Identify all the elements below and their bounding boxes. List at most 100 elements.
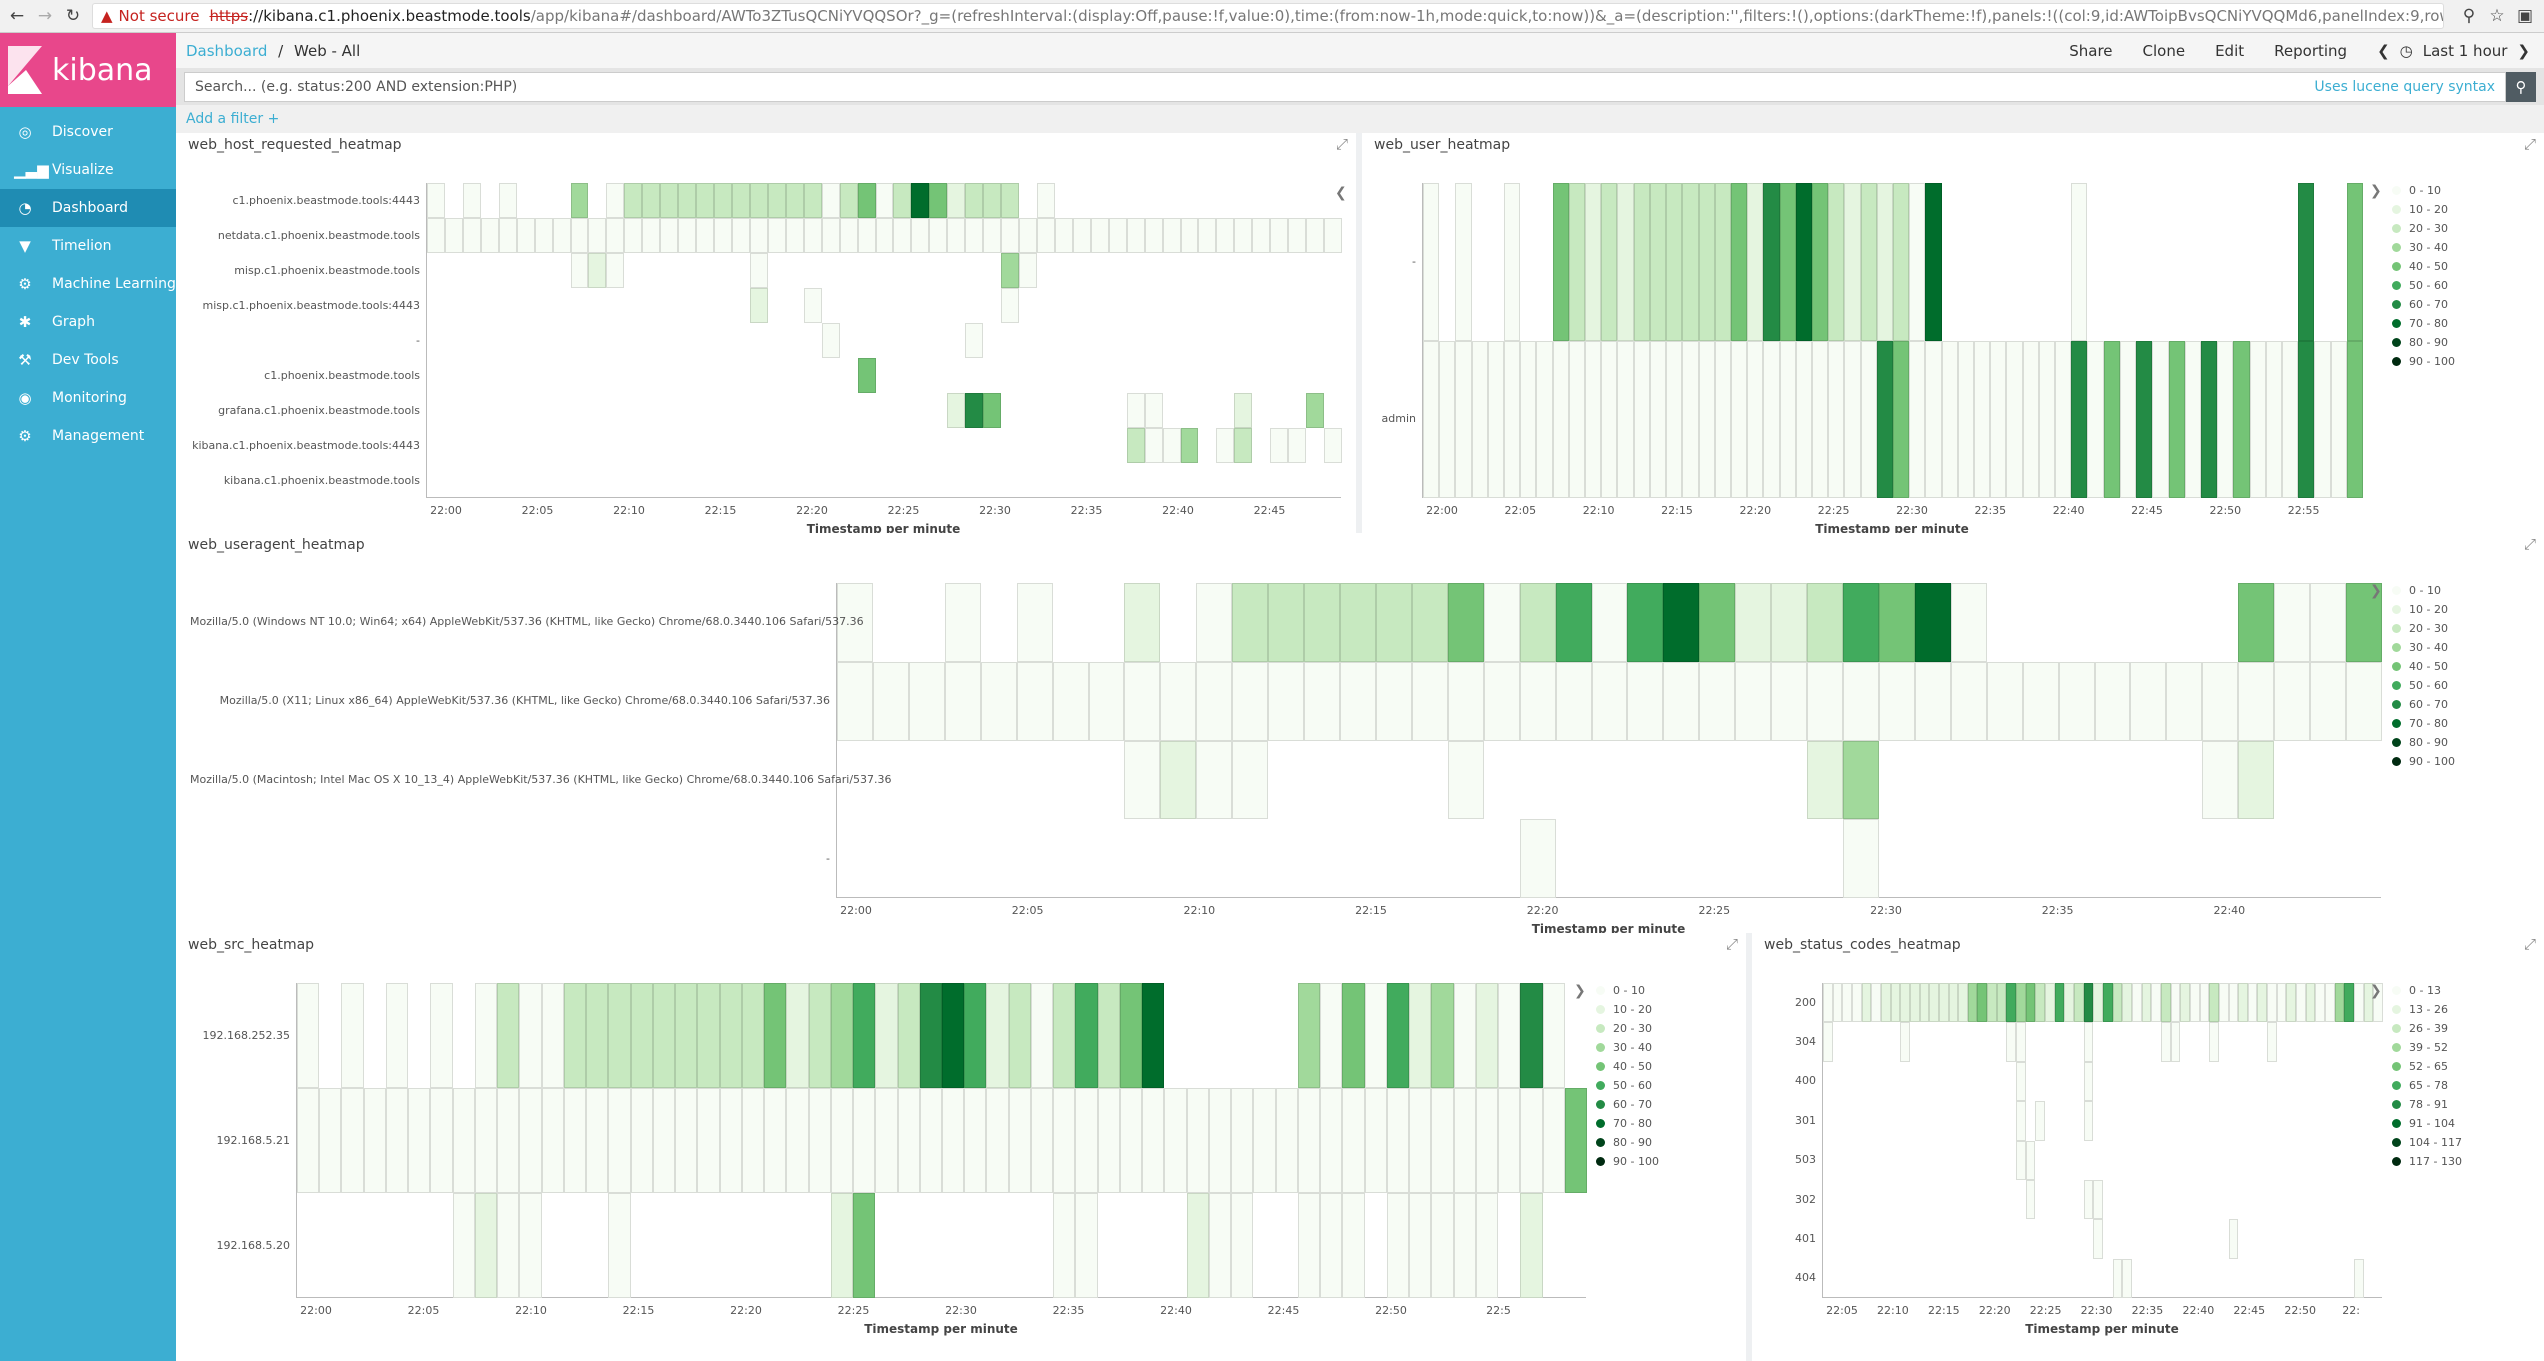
heatmap-cell[interactable] xyxy=(606,183,625,218)
heatmap-cell[interactable] xyxy=(2310,661,2347,741)
sidebar-item-visualize[interactable]: ▁▃▆ Visualize xyxy=(0,151,176,189)
heatmap-cell[interactable] xyxy=(1666,183,1683,341)
heatmap-cell[interactable] xyxy=(2228,1219,2239,1259)
heatmap-cell[interactable] xyxy=(1409,983,1432,1088)
heatmap-cell[interactable] xyxy=(1504,340,1521,498)
legend-item[interactable]: 91 - 104 xyxy=(2392,1114,2462,1133)
heatmap-cell[interactable] xyxy=(1483,661,1520,741)
heatmap-cell[interactable] xyxy=(830,1193,854,1298)
time-range-picker[interactable]: Last 1 hour xyxy=(2422,41,2508,60)
heatmap-cell[interactable] xyxy=(1288,428,1307,463)
heatmap-cell[interactable] xyxy=(1001,253,1020,288)
heatmap-cell[interactable] xyxy=(1320,1193,1343,1298)
heatmap-cell[interactable] xyxy=(408,1088,431,1193)
heatmap-cell[interactable] xyxy=(837,583,873,662)
clone-button[interactable]: Clone xyxy=(2142,41,2186,60)
heatmap-cell[interactable] xyxy=(2238,583,2275,662)
heatmap-cell[interactable] xyxy=(1941,340,1958,498)
heatmap-cell[interactable] xyxy=(1730,340,1748,498)
heatmap-cell[interactable] xyxy=(2083,1179,2094,1220)
legend-item[interactable]: 0 - 13 xyxy=(2392,981,2462,1000)
heatmap-cell[interactable] xyxy=(1126,218,1145,253)
heatmap-cell[interactable] xyxy=(944,661,981,741)
heatmap-cell[interactable] xyxy=(678,183,697,218)
heatmap-cell[interactable] xyxy=(1053,1088,1076,1193)
heatmap-cell[interactable] xyxy=(541,983,564,1088)
heatmap-cell[interactable] xyxy=(652,1088,676,1193)
heatmap-cell[interactable] xyxy=(986,983,1009,1088)
heatmap-cell[interactable] xyxy=(1364,1088,1387,1193)
heatmap-cell[interactable] xyxy=(2257,983,2268,1023)
heatmap-cell[interactable] xyxy=(1144,428,1163,463)
heatmap-cell[interactable] xyxy=(630,983,653,1088)
heatmap-cell[interactable] xyxy=(1900,983,1910,1023)
heatmap-cell[interactable] xyxy=(2276,983,2287,1023)
heatmap-cell[interactable] xyxy=(519,1088,542,1193)
heatmap-cell[interactable] xyxy=(1320,1088,1343,1193)
heatmap-cell[interactable] xyxy=(986,1088,1009,1193)
heatmap-cell[interactable] xyxy=(1698,340,1715,498)
heatmap-cell[interactable] xyxy=(1682,340,1699,498)
heatmap-cell[interactable] xyxy=(1471,340,1488,498)
heatmap-cell[interactable] xyxy=(2344,983,2355,1023)
heatmap-cell[interactable] xyxy=(1124,583,1161,662)
legend-item[interactable]: 60 - 70 xyxy=(2392,295,2455,314)
legend-item[interactable]: 26 - 39 xyxy=(2392,1019,2462,1038)
expand-icon[interactable]: ⤢ xyxy=(2523,535,2536,553)
heatmap-cell[interactable] xyxy=(430,1088,453,1193)
heatmap-cell[interactable] xyxy=(714,218,732,253)
heatmap-cell[interactable] xyxy=(767,183,786,218)
sidebar-item-dev-tools[interactable]: ⚒ Dev Tools xyxy=(0,341,176,379)
heatmap-cell[interactable] xyxy=(652,983,676,1088)
heatmap-cell[interactable] xyxy=(1929,983,1939,1023)
heatmap-cell[interactable] xyxy=(1958,983,1968,1023)
heatmap-cell[interactable] xyxy=(1052,661,1089,741)
heatmap-cell[interactable] xyxy=(1878,583,1915,662)
legend-toggle-icon[interactable]: ❯ xyxy=(2370,983,2382,999)
heatmap-cell[interactable] xyxy=(741,1088,765,1193)
heatmap-cell[interactable] xyxy=(1699,583,1736,662)
heatmap-cell[interactable] xyxy=(808,1088,831,1193)
heatmap-cell[interactable] xyxy=(1893,183,1910,341)
heatmap-cell[interactable] xyxy=(1268,583,1305,662)
heatmap-cell[interactable] xyxy=(1568,340,1586,498)
heatmap-cell[interactable] xyxy=(965,218,984,253)
heatmap-cell[interactable] xyxy=(608,983,631,1088)
heatmap-cell[interactable] xyxy=(2083,1101,2094,1141)
legend-item[interactable]: 65 - 78 xyxy=(2392,1076,2462,1095)
heatmap-cell[interactable] xyxy=(1270,428,1289,463)
legend-item[interactable]: 30 - 40 xyxy=(2392,238,2455,257)
heatmap-cell[interactable] xyxy=(2166,661,2203,741)
heatmap-cell[interactable] xyxy=(749,183,768,218)
heatmap-cell[interactable] xyxy=(1297,983,1321,1088)
heatmap-cell[interactable] xyxy=(1714,183,1731,341)
heatmap-cell[interactable] xyxy=(1447,740,1484,820)
heatmap-cell[interactable] xyxy=(1342,1193,1365,1298)
heatmap-cell[interactable] xyxy=(1119,983,1143,1088)
heatmap-cell[interactable] xyxy=(660,218,679,253)
heatmap-cell[interactable] xyxy=(2314,340,2331,498)
heatmap-cell[interactable] xyxy=(919,983,942,1088)
heatmap-cell[interactable] xyxy=(2249,340,2266,498)
sidebar-item-management[interactable]: ⚙ Management xyxy=(0,417,176,455)
heatmap-cell[interactable] xyxy=(2016,1022,2026,1062)
heatmap-cell[interactable] xyxy=(480,218,499,253)
heatmap-cell[interactable] xyxy=(2265,340,2282,498)
heatmap-cell[interactable] xyxy=(1162,428,1181,463)
heatmap-cell[interactable] xyxy=(1001,288,1020,323)
heatmap-cell[interactable] xyxy=(2112,1258,2123,1298)
heatmap-cell[interactable] xyxy=(430,983,453,1088)
legend-item[interactable]: 13 - 26 xyxy=(2392,1000,2462,1019)
legend-item[interactable]: 30 - 40 xyxy=(1596,1038,1659,1057)
heatmap-cell[interactable] xyxy=(1627,661,1664,741)
heatmap-cell[interactable] xyxy=(452,1193,475,1298)
heatmap-cell[interactable] xyxy=(1075,1193,1098,1298)
heatmap-cell[interactable] xyxy=(1871,983,1881,1023)
heatmap-cell[interactable] xyxy=(1054,218,1073,253)
heatmap-cell[interactable] xyxy=(1126,393,1145,428)
heatmap-cell[interactable] xyxy=(2170,983,2181,1023)
heatmap-cell[interactable] xyxy=(2346,340,2363,498)
heatmap-cell[interactable] xyxy=(1411,583,1448,662)
heatmap-cell[interactable] xyxy=(1124,740,1161,820)
heatmap-cell[interactable] xyxy=(911,183,930,218)
